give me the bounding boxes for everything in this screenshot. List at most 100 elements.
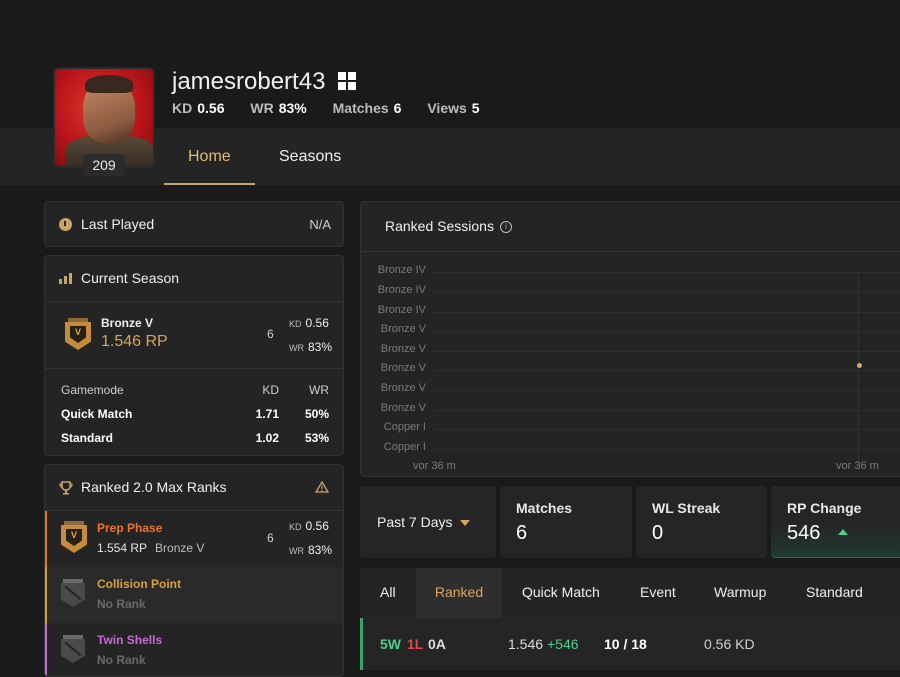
row-accent [45, 567, 47, 623]
period-label: Past 7 Days [377, 514, 453, 530]
last-played-card: Last Played N/A [44, 201, 344, 247]
session-rp: 1.546 [508, 636, 544, 652]
stat-value: 6 [516, 522, 528, 544]
mode-tabs: All Ranked Quick Match Event Warmup Stan… [360, 568, 900, 618]
x-axis-label: vor 36 m [836, 460, 879, 472]
ranked-sessions-title: Ranked Sessions [385, 218, 494, 234]
tab-ranked[interactable]: Ranked [416, 568, 502, 618]
grid-line [433, 429, 900, 430]
max-rank-row-twin-shells: Twin Shells No Rank [45, 623, 343, 676]
divider [45, 368, 343, 369]
matches-label: Matches [332, 100, 389, 116]
season-rank-name: Bronze V [101, 316, 154, 330]
session-kills-deaths: 10 / 18 [604, 636, 647, 652]
info-icon[interactable]: i [500, 221, 512, 233]
playlist-name: Prep Phase [97, 521, 163, 535]
y-axis-label: Bronze IV [377, 264, 426, 276]
grid-line [433, 410, 900, 411]
ranked-sessions-card: Ranked Sessions i Bronze IV Bronze IV Br… [360, 201, 900, 477]
active-tab-indicator [164, 183, 255, 185]
gamemode-table: Gamemode KD WR Quick Match 1.71 50% Stan… [61, 378, 329, 450]
season-matches: 6 [267, 327, 274, 341]
matches-stat: Matches 6 [500, 486, 632, 558]
no-rank-label: No Rank [97, 597, 146, 611]
chevron-down-icon [460, 520, 470, 526]
chart-point[interactable] [857, 363, 862, 368]
season-rank-rp: 1.546 RP [101, 333, 168, 350]
max-ranks-card: Ranked 2.0 Max Ranks V Prep Phase 1.554 … [44, 464, 344, 677]
stat-label: Matches [516, 500, 573, 516]
playlist-name: Collision Point [97, 577, 181, 591]
max-rank-matches: 6 [267, 531, 274, 545]
views-value: 5 [471, 100, 480, 116]
tab-seasons[interactable]: Seasons [279, 148, 342, 165]
current-season-title: Current Season [81, 270, 180, 286]
avatar-hair [85, 75, 133, 93]
period-dropdown[interactable]: Past 7 Days [360, 486, 496, 558]
kd-label: KD [172, 100, 193, 116]
avatar[interactable] [53, 67, 155, 168]
last-played-value: N/A [309, 217, 331, 232]
grid-line [433, 370, 900, 371]
unranked-emblem-icon [61, 579, 85, 607]
bar-chart-icon [59, 273, 72, 284]
filters-row: Past 7 Days Matches 6 WL Streak 0 RP Cha… [360, 486, 900, 558]
grid-line [433, 272, 900, 273]
session-rp-delta: +546 [547, 636, 579, 652]
divider [45, 301, 343, 302]
stat-label: WL Streak [652, 500, 721, 516]
grid-line [433, 312, 900, 313]
tab-event[interactable]: Event [640, 584, 676, 600]
y-axis-label: Bronze V [380, 402, 426, 414]
tab-standard[interactable]: Standard [806, 584, 863, 600]
max-rank-row-prep-phase: V Prep Phase 1.554 RP Bronze V 6 KD 0.56 W… [45, 511, 343, 567]
divider [45, 510, 343, 511]
matches-value: 6 [393, 100, 402, 116]
grid-line [433, 292, 900, 293]
row-accent [45, 623, 47, 676]
rp-change-stat: RP Change 546 [771, 486, 900, 558]
table-row: Standard 1.02 53% [61, 431, 329, 445]
clock-icon [59, 218, 72, 231]
divider [361, 251, 900, 252]
tab-all[interactable]: All [380, 584, 396, 600]
no-rank-label: No Rank [97, 653, 146, 667]
y-axis-label: Bronze V [380, 362, 426, 374]
wr-label: WR [250, 100, 274, 116]
max-rank-detail: 1.554 RP Bronze V [97, 541, 205, 555]
bronze-rank-emblem-icon: V [65, 318, 91, 350]
grid-line [433, 449, 900, 450]
trophy-icon [59, 481, 73, 495]
y-axis-label: Bronze V [380, 343, 426, 355]
kd-value: 0.56 [197, 100, 225, 116]
session-row[interactable]: 5W 1L 0A 1.546 +546 10 / 18 0.56 KD [360, 618, 900, 670]
windows-icon [338, 72, 356, 90]
wins-count: 5W [380, 636, 401, 652]
last-played-title: Last Played [81, 216, 155, 232]
grid-line [433, 351, 900, 352]
max-rank-row-collision-point: Collision Point No Rank [45, 567, 343, 623]
max-rank-wr: WR 83% [289, 543, 333, 557]
unranked-emblem-icon [61, 635, 85, 663]
warning-icon[interactable] [315, 481, 329, 493]
grid-line [433, 390, 900, 391]
y-axis-label: Bronze V [380, 323, 426, 335]
wr-value: 83% [278, 100, 307, 116]
y-axis-label: Bronze IV [377, 284, 426, 296]
y-axis-label: Bronze IV [377, 304, 426, 316]
tab-home[interactable]: Home [188, 148, 231, 165]
profile-stats: KD 0.56 WR 83% Matches 6 Views 5 [172, 100, 502, 116]
current-season-card: Current Season V Bronze V 1.546 RP 6 KD 0… [44, 255, 344, 456]
tab-quick-match[interactable]: Quick Match [522, 584, 600, 600]
season-kd: KD 0.56 [289, 316, 329, 330]
bronze-rank-emblem-icon: V [61, 521, 87, 553]
max-ranks-title: Ranked 2.0 Max Ranks [81, 479, 227, 495]
x-axis-label: vor 36 m [413, 460, 456, 472]
grid-line [433, 331, 900, 332]
level-badge: 209 [83, 154, 125, 176]
abandons-count: 0A [428, 636, 446, 652]
wl-streak-stat: WL Streak 0 [636, 486, 767, 558]
session-kd: 0.56 KD [704, 636, 755, 652]
tab-warmup[interactable]: Warmup [714, 584, 767, 600]
y-axis-label: Copper I [383, 421, 426, 433]
